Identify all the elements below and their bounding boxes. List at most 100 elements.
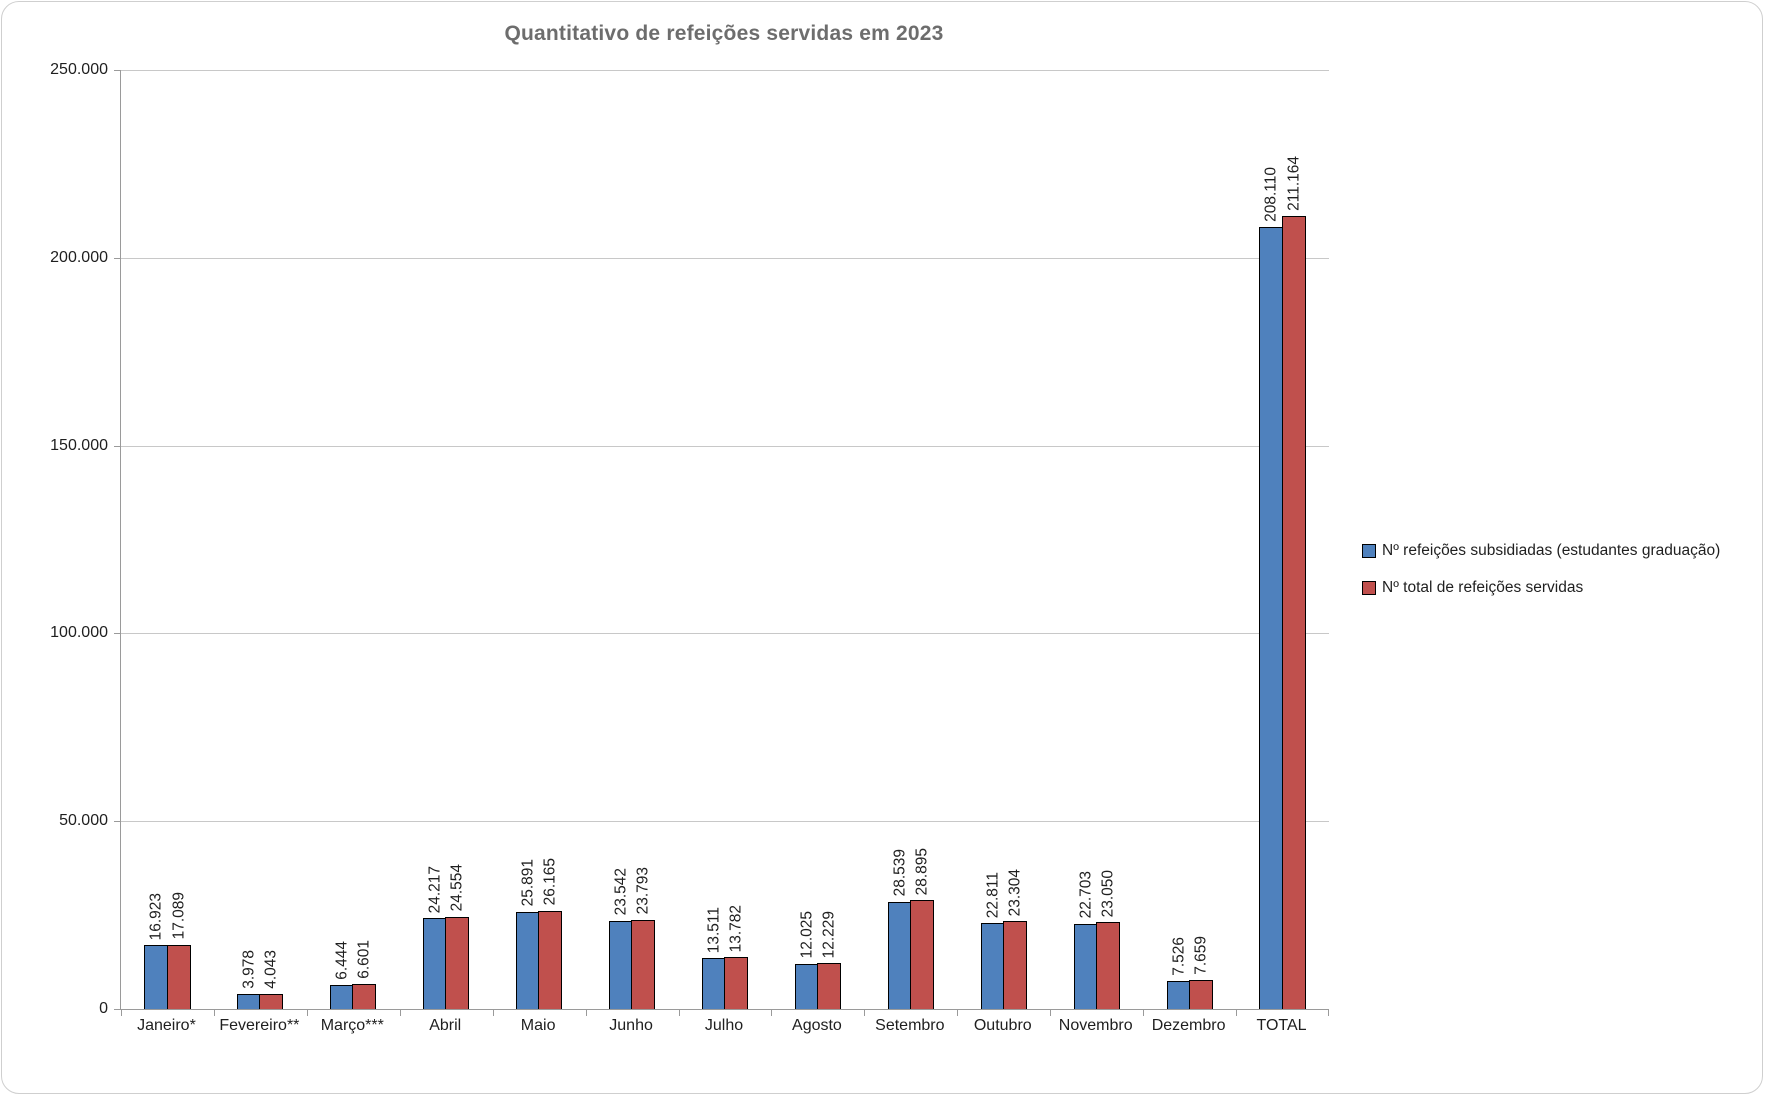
x-axis-category-label: Setembro bbox=[875, 1017, 945, 1034]
category-slot: 25.891 26.165 bbox=[493, 70, 586, 1009]
bar-subsidiadas-abril[interactable]: 24.217 bbox=[423, 866, 448, 1009]
value-label: 23.542 bbox=[612, 868, 630, 916]
x-axis-tick bbox=[1143, 1010, 1145, 1016]
bar-subsidiadas-outubro[interactable]: 22.811 bbox=[980, 872, 1005, 1009]
x-axis-tick bbox=[213, 1010, 215, 1016]
value-label: 6.444 bbox=[333, 941, 351, 980]
bar-total-total[interactable]: 211.164 bbox=[1281, 156, 1306, 1009]
bar-total-agosto[interactable]: 12.229 bbox=[817, 911, 842, 1009]
bar-subsidiadas-novembro[interactable]: 22.703 bbox=[1073, 871, 1098, 1009]
bar-pair: 13.511 13.782 bbox=[701, 905, 749, 1009]
y-axis-tick-label: 200.000 bbox=[50, 248, 108, 266]
y-axis-tick-label: 50.000 bbox=[59, 812, 108, 830]
value-label: 17.089 bbox=[169, 892, 187, 940]
bar-total-fevereiro[interactable]: 4.043 bbox=[259, 950, 284, 1009]
x-axis-tick bbox=[1328, 1010, 1329, 1016]
bar-subsidiadas-setembro[interactable]: 28.539 bbox=[887, 849, 912, 1009]
value-label: 23.304 bbox=[1006, 869, 1024, 917]
bar-total-dezembro[interactable]: 7.659 bbox=[1188, 936, 1213, 1009]
bar-subsidiadas-fevereiro[interactable]: 3.978 bbox=[237, 950, 262, 1009]
bar-pair: 22.703 23.050 bbox=[1073, 870, 1120, 1009]
bar-total-maio[interactable]: 26.165 bbox=[538, 858, 563, 1009]
legend-swatch-red bbox=[1362, 581, 1376, 595]
bar-total-julho[interactable]: 13.782 bbox=[724, 905, 749, 1009]
category-slot: 6.444 6.601 bbox=[307, 70, 400, 1009]
legend-label: Nº total de refeições servidas bbox=[1382, 579, 1584, 596]
bars-layer: 16.923 17.089 3.978 4.043 6.444 6.601 24.217 24… bbox=[121, 70, 1329, 1009]
x-axis-category-label: Novembro bbox=[1058, 1017, 1133, 1034]
bar-total-junho[interactable]: 23.793 bbox=[631, 867, 656, 1009]
x-axis-tick bbox=[678, 1010, 680, 1016]
y-axis-tick-label: 100.000 bbox=[50, 624, 108, 642]
bar-subsidiadas-junho[interactable]: 23.542 bbox=[608, 868, 633, 1009]
value-label: 12.229 bbox=[820, 910, 838, 959]
x-axis-tick bbox=[306, 1010, 308, 1016]
x-axis-tick bbox=[399, 1010, 401, 1016]
category-slot: 22.703 23.050 bbox=[1050, 70, 1143, 1009]
value-label: 7.659 bbox=[1191, 936, 1209, 976]
bar-pair: 22.811 23.304 bbox=[980, 869, 1027, 1009]
x-axis-tick bbox=[957, 1010, 959, 1016]
y-axis-tick bbox=[114, 821, 121, 823]
x-axis-category-label: TOTAL bbox=[1256, 1017, 1307, 1034]
bar-pair: 16.923 17.089 bbox=[144, 892, 191, 1009]
bar-pair: 12.025 12.229 bbox=[794, 911, 842, 1009]
category-slot: 24.217 24.554 bbox=[400, 70, 493, 1009]
x-axis-tick bbox=[492, 1010, 494, 1016]
gridline bbox=[121, 821, 1329, 823]
category-slot: 208.110 211.164 bbox=[1236, 70, 1329, 1009]
legend-swatch-blue bbox=[1362, 544, 1376, 558]
bar-total-abril[interactable]: 24.554 bbox=[445, 864, 470, 1009]
category-slot: 23.542 23.793 bbox=[586, 70, 679, 1009]
x-axis-category-label: Fevereiro** bbox=[219, 1017, 300, 1034]
category-slot: 22.811 23.304 bbox=[957, 70, 1050, 1009]
value-label: 23.793 bbox=[634, 867, 652, 915]
value-label: 26.165 bbox=[541, 858, 559, 906]
bar-pair: 24.217 24.554 bbox=[423, 864, 470, 1009]
value-label: 22.703 bbox=[1076, 871, 1094, 919]
value-label: 13.511 bbox=[705, 907, 723, 954]
x-axis-category-label: Abril bbox=[429, 1017, 462, 1034]
bar-subsidiadas-julho[interactable]: 13.511 bbox=[701, 907, 726, 1009]
bar-subsidiadas-agosto[interactable]: 12.025 bbox=[794, 911, 819, 1009]
value-label: 4.043 bbox=[262, 950, 280, 989]
value-label: 3.978 bbox=[240, 950, 258, 990]
legend-item-subsidiadas[interactable]: Nº refeições subsidiadas (estudantes gra… bbox=[1362, 542, 1720, 560]
x-axis-category-label: Dezembro bbox=[1151, 1017, 1226, 1034]
category-slot: 16.923 17.089 bbox=[121, 70, 214, 1009]
bar-total-setembro[interactable]: 28.895 bbox=[909, 848, 934, 1009]
y-axis-labels: 0 50.000 100.000 150.000 200.000 250.000 bbox=[2, 61, 120, 1017]
bar-total-janeiro[interactable]: 17.089 bbox=[166, 892, 191, 1009]
bar-subsidiadas-março[interactable]: 6.444 bbox=[330, 941, 355, 1009]
x-axis-category-label: Julho bbox=[704, 1017, 744, 1034]
x-axis-tick bbox=[585, 1010, 587, 1016]
y-axis-tick bbox=[114, 633, 121, 635]
gridline bbox=[121, 257, 1329, 259]
bar-pair: 28.539 28.895 bbox=[887, 848, 934, 1009]
x-axis-category-label: Outubro bbox=[973, 1017, 1032, 1034]
bar-subsidiadas-total[interactable]: 208.110 bbox=[1259, 167, 1284, 1009]
x-axis-tick bbox=[771, 1010, 773, 1016]
bar-subsidiadas-maio[interactable]: 25.891 bbox=[516, 859, 541, 1009]
bar-subsidiadas-dezembro[interactable]: 7.526 bbox=[1166, 937, 1191, 1009]
x-axis-category-label: Agosto bbox=[792, 1017, 842, 1034]
value-label: 211.164 bbox=[1284, 155, 1302, 211]
legend-label: Nº refeições subsidiadas (estudantes gra… bbox=[1382, 542, 1721, 559]
y-axis-tick bbox=[114, 70, 121, 71]
bar-total-outubro[interactable]: 23.304 bbox=[1002, 869, 1027, 1009]
value-label: 24.554 bbox=[448, 864, 466, 912]
x-axis-tick bbox=[1050, 1010, 1052, 1016]
bar-total-novembro[interactable]: 23.050 bbox=[1095, 870, 1120, 1009]
category-slot: 28.539 28.895 bbox=[864, 70, 957, 1009]
value-label: 28.539 bbox=[890, 849, 908, 897]
plot-area: 16.923 17.089 3.978 4.043 6.444 6.601 24.217 24… bbox=[114, 70, 1329, 1016]
bar-subsidiadas-janeiro[interactable]: 16.923 bbox=[144, 893, 169, 1009]
bar-pair: 6.444 6.601 bbox=[330, 940, 377, 1009]
x-axis-tick bbox=[864, 1010, 866, 1016]
gridline bbox=[121, 445, 1329, 447]
bar-total-março[interactable]: 6.601 bbox=[352, 940, 377, 1009]
value-label: 16.923 bbox=[147, 893, 165, 941]
legend-item-total[interactable]: Nº total de refeições servidas bbox=[1362, 579, 1720, 597]
category-slot: 13.511 13.782 bbox=[679, 70, 772, 1009]
y-axis-tick bbox=[114, 1009, 121, 1010]
